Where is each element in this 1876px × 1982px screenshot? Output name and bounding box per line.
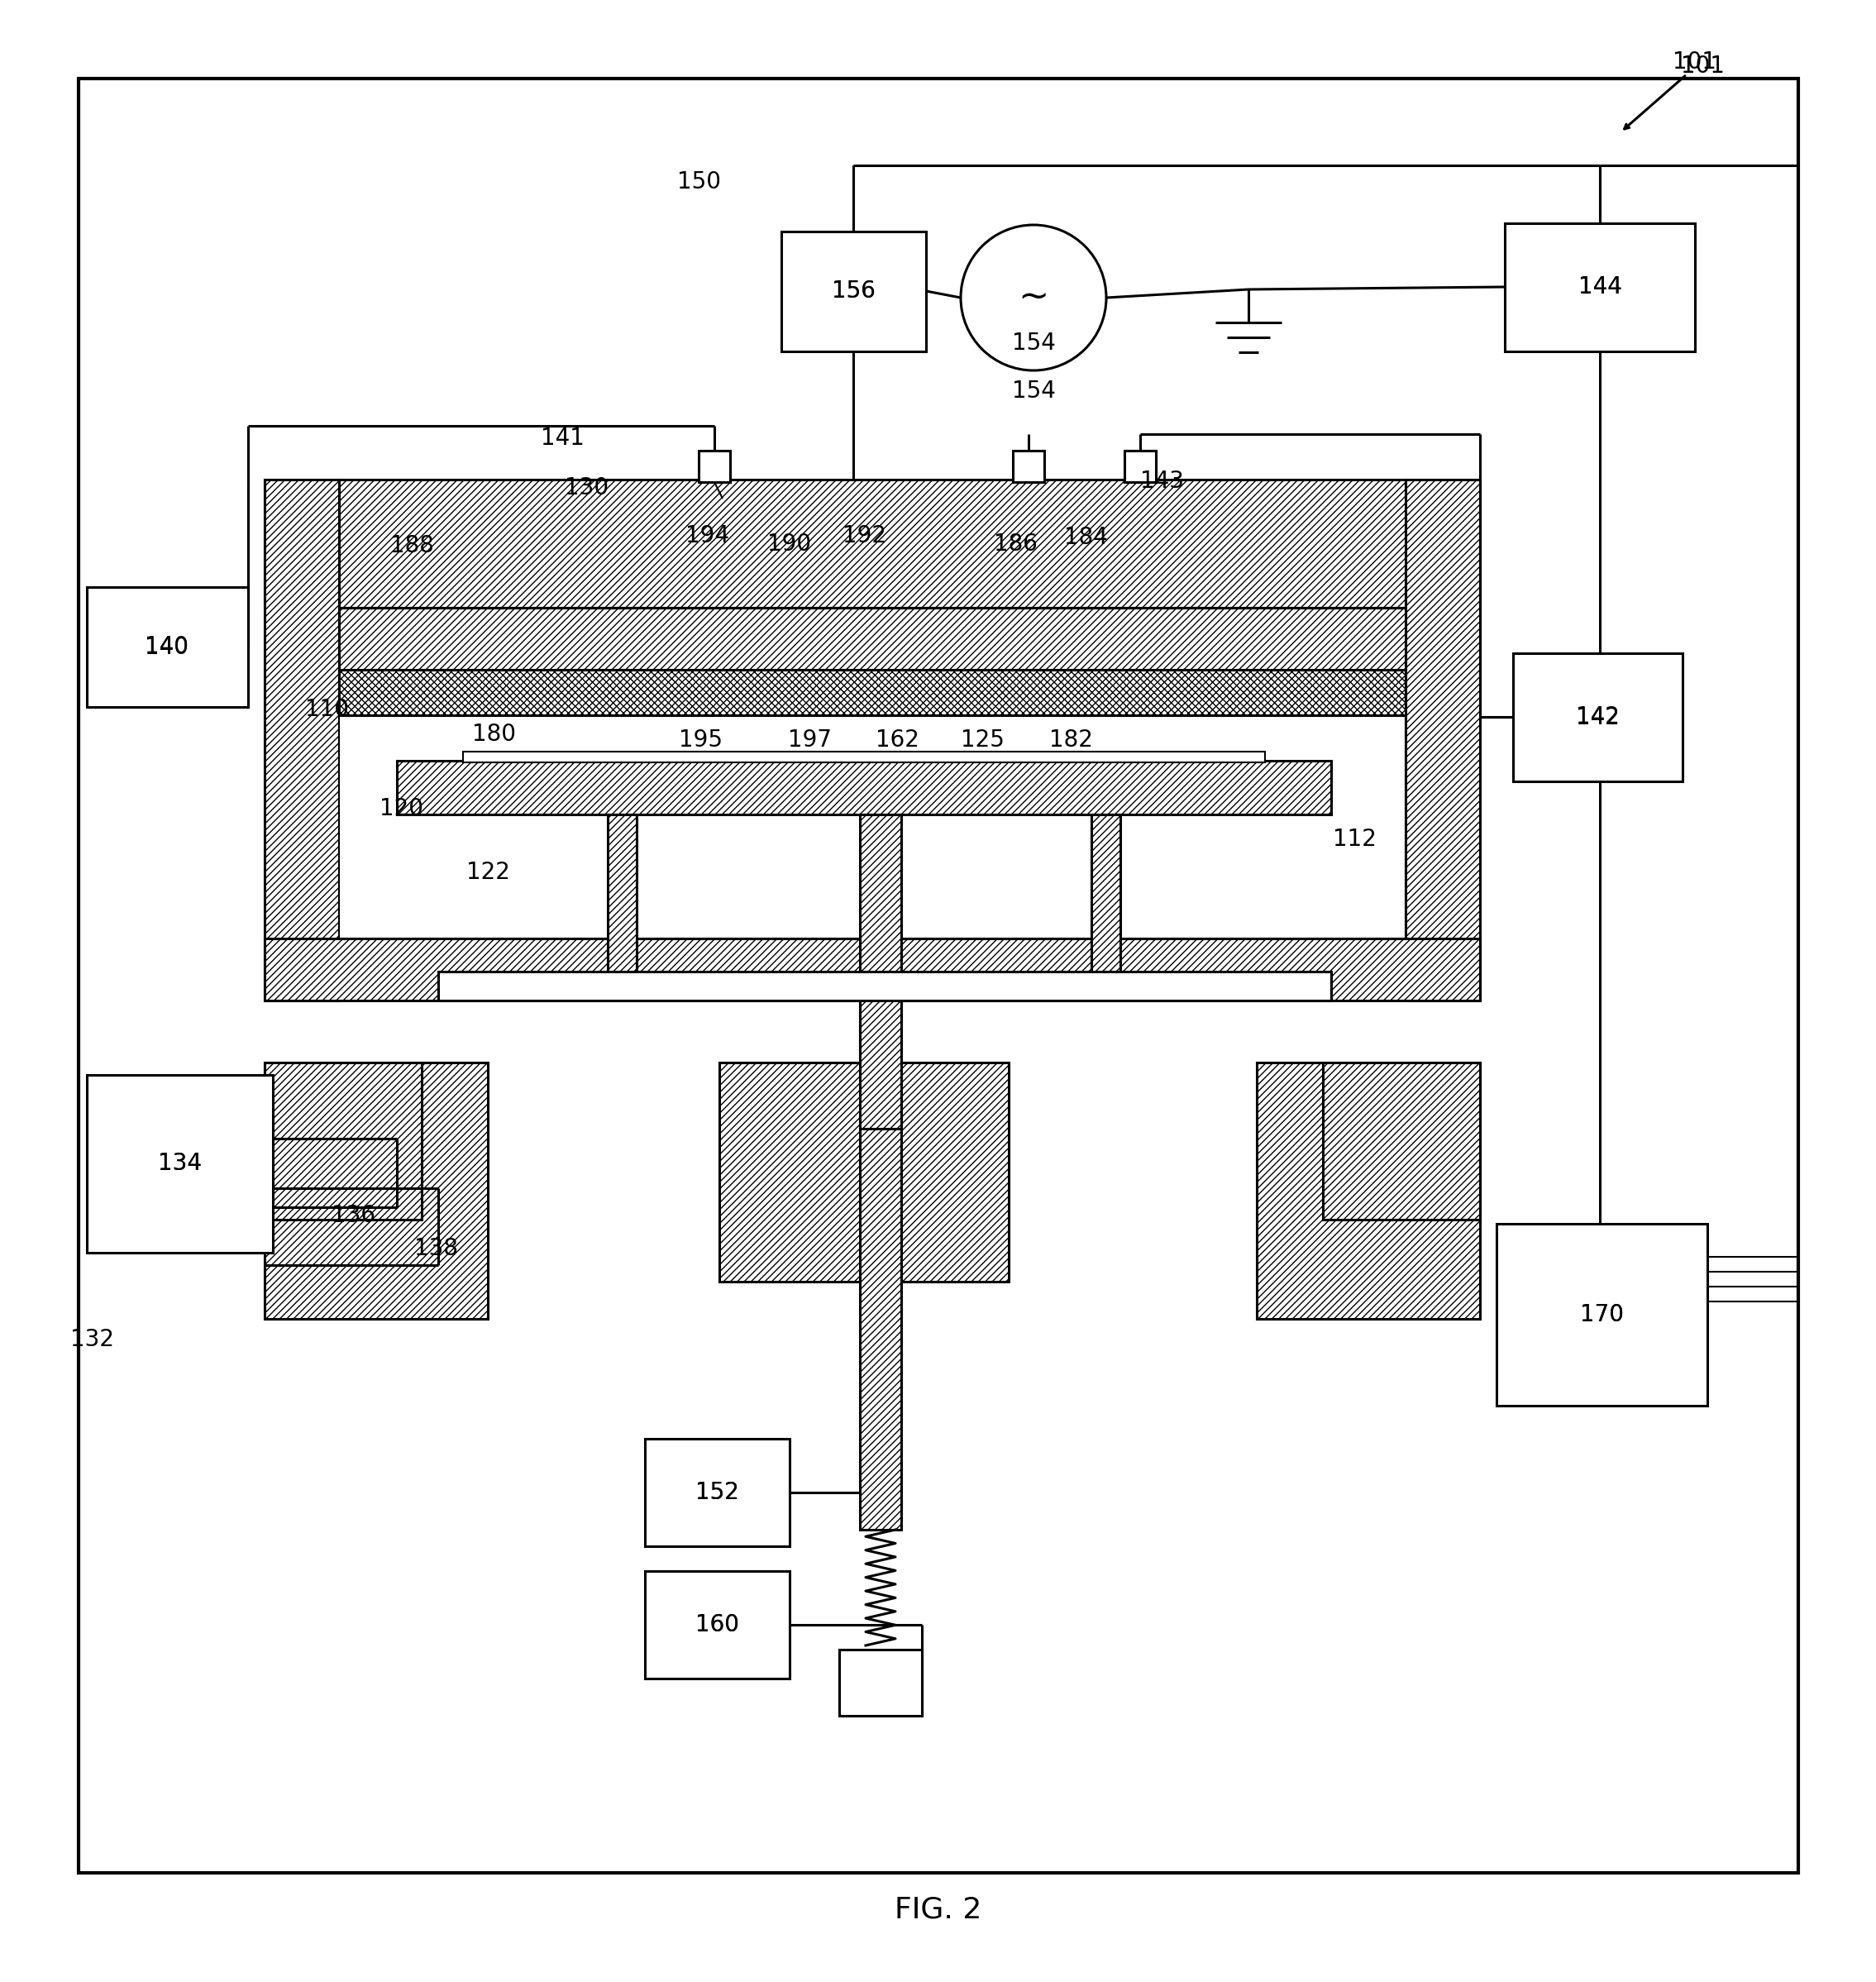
Bar	[780, 232, 927, 351]
Text: 144: 144	[1578, 275, 1621, 299]
Text: 186: 186	[994, 533, 1037, 555]
Bar	[463, 751, 1264, 763]
Text: 142: 142	[1576, 706, 1619, 729]
Bar	[265, 1062, 488, 1318]
Bar	[645, 1572, 790, 1679]
Text: 140: 140	[144, 636, 189, 658]
Bar	[645, 1439, 790, 1546]
Bar	[265, 1062, 422, 1219]
Bar	[265, 939, 1480, 1001]
Bar	[859, 815, 900, 1128]
Bar	[839, 1649, 921, 1716]
Text: FIG. 2: FIG. 2	[895, 1897, 981, 1925]
Text: 120: 120	[379, 797, 422, 821]
Text: ~: ~	[1019, 279, 1049, 315]
Text: 154: 154	[1011, 379, 1056, 402]
Bar	[1124, 450, 1156, 482]
Text: 130: 130	[565, 476, 610, 499]
Bar	[1092, 815, 1120, 971]
Text: 156: 156	[831, 279, 874, 303]
Text: 132: 132	[71, 1328, 114, 1352]
Text: 162: 162	[876, 729, 919, 751]
Text: 152: 152	[694, 1481, 739, 1504]
Text: 142: 142	[1576, 706, 1619, 729]
Text: 125: 125	[961, 729, 1004, 751]
Text: 184: 184	[1064, 525, 1107, 549]
Text: 136: 136	[332, 1203, 375, 1227]
Bar	[86, 1074, 272, 1253]
Text: 190: 190	[767, 533, 812, 555]
Text: 110: 110	[304, 698, 349, 721]
Bar	[340, 608, 1405, 670]
Bar	[1013, 450, 1045, 482]
Text: 134: 134	[158, 1152, 201, 1175]
Text: 141: 141	[540, 426, 583, 450]
Bar	[1257, 1062, 1480, 1318]
Text: 101: 101	[1681, 55, 1726, 77]
Text: 150: 150	[677, 170, 720, 194]
Text: 182: 182	[1049, 729, 1092, 751]
Bar	[439, 971, 1332, 1001]
Text: 180: 180	[471, 723, 516, 745]
Text: 152: 152	[694, 1481, 739, 1504]
Text: 195: 195	[679, 729, 722, 751]
Bar	[1505, 224, 1694, 351]
Text: 144: 144	[1578, 275, 1621, 299]
Text: 101: 101	[1673, 50, 1717, 73]
Bar	[86, 587, 248, 708]
Text: 170: 170	[1580, 1302, 1623, 1326]
Text: 134: 134	[158, 1152, 201, 1175]
Text: 194: 194	[687, 523, 730, 547]
Bar	[1497, 1223, 1707, 1405]
Bar	[608, 815, 636, 971]
Bar	[398, 761, 1332, 815]
Bar	[340, 608, 1405, 939]
Bar	[1323, 1062, 1480, 1219]
Text: 170: 170	[1580, 1302, 1623, 1326]
Text: 138: 138	[415, 1237, 458, 1261]
Text: 154: 154	[1011, 331, 1056, 355]
Text: 192: 192	[842, 523, 885, 547]
Bar	[265, 480, 1480, 608]
Bar	[1514, 654, 1683, 781]
Bar	[719, 1062, 1009, 1282]
Bar	[265, 480, 340, 1001]
Text: 160: 160	[694, 1613, 739, 1637]
Text: 143: 143	[1141, 470, 1184, 494]
Text: 188: 188	[390, 535, 433, 557]
Text: 112: 112	[1332, 828, 1377, 850]
Bar	[340, 670, 1405, 716]
Bar	[859, 1001, 900, 1530]
Bar	[698, 450, 730, 482]
Text: 122: 122	[465, 860, 510, 884]
Text: 197: 197	[788, 729, 833, 751]
Bar	[1124, 450, 1156, 482]
Text: 140: 140	[144, 634, 189, 658]
Text: 156: 156	[831, 279, 874, 303]
Text: 160: 160	[694, 1613, 739, 1637]
Bar	[1405, 480, 1480, 1001]
